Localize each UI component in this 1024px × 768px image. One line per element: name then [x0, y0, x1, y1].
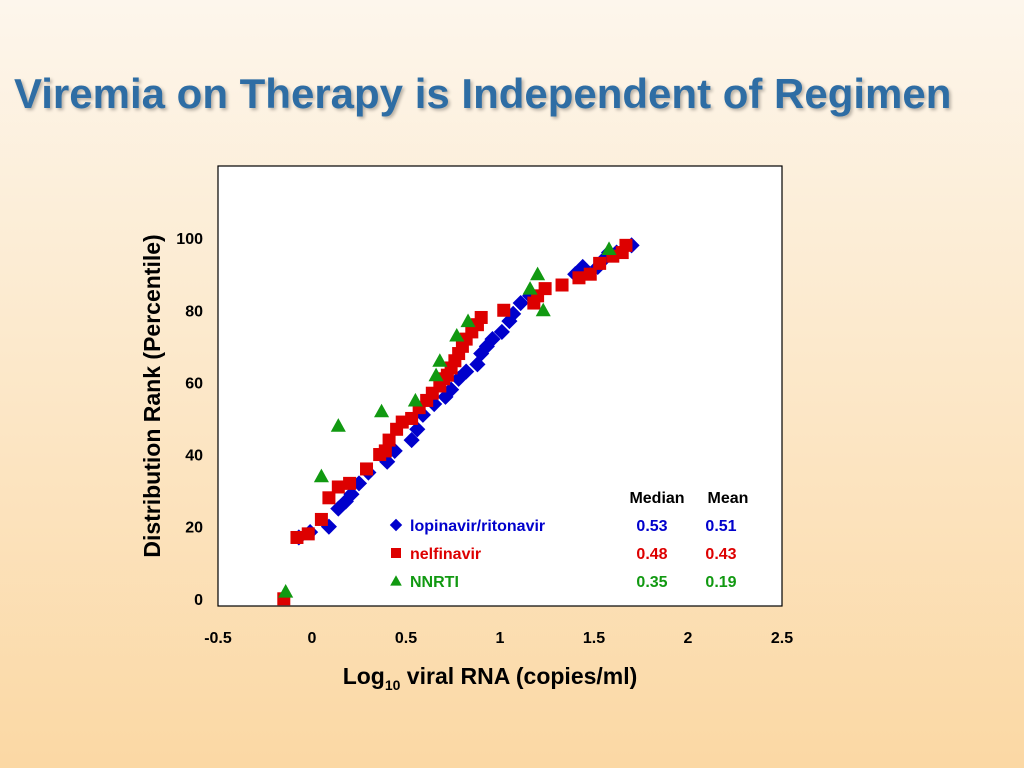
x-axis-title-main: Log: [343, 663, 385, 689]
diamond-data-point: [343, 486, 360, 503]
triangle-data-point: [601, 241, 617, 255]
x-tick-label: -0.5: [204, 630, 232, 647]
triangle-data-point: [428, 367, 444, 382]
y-tick-label: 40: [185, 448, 203, 465]
y-tick-label: 0: [194, 592, 203, 609]
square-data-point: [619, 238, 633, 252]
triangle-data-point: [535, 302, 551, 317]
legend-mean-value: 0.43: [705, 546, 736, 563]
triangle-data-point: [407, 392, 423, 407]
triangle-data-point: [313, 468, 329, 483]
diamond-data-point: [414, 406, 431, 423]
triangle-data-point: [449, 327, 465, 342]
x-axis-title-rest: viral RNA (copies/ml): [400, 663, 637, 689]
triangle-data-point: [460, 313, 476, 328]
data-points: [277, 237, 640, 606]
x-tick-label: 2: [684, 630, 693, 647]
diamond-data-point: [493, 323, 510, 340]
legend-marker-square: [391, 548, 401, 558]
square-data-point: [301, 527, 315, 541]
triangle-data-point: [330, 418, 346, 432]
slide-title: Viremia on Therapy is Independent of Reg…: [14, 70, 952, 117]
legend-median-value: 0.53: [636, 518, 667, 535]
square-data-point: [405, 411, 419, 425]
diamond-data-point: [403, 432, 420, 449]
legend-rows: lopinavir/ritonavir 0.53 0.51 nelfinavir 0.4…: [389, 518, 737, 591]
y-tick-label: 100: [176, 231, 203, 248]
legend-mean-value: 0.19: [705, 574, 736, 591]
square-data-point: [583, 267, 597, 281]
triangle-data-point: [278, 584, 294, 598]
legend-marker-diamond: [389, 518, 403, 532]
square-data-point: [572, 271, 586, 285]
diamond-data-point: [409, 421, 426, 438]
triangle-data-point: [530, 266, 546, 281]
square-data-point: [331, 480, 345, 494]
x-tick-label: 1: [496, 630, 505, 647]
square-data-point: [497, 303, 511, 317]
legend-series-name: lopinavir/ritonavir: [410, 518, 545, 535]
diamond-data-point: [443, 381, 460, 398]
diamond-data-point: [512, 294, 529, 312]
legend-header-mean: Mean: [708, 490, 749, 507]
square-data-point: [378, 444, 392, 458]
y-axis-tick-labels: 0 20 40 60 80 100: [176, 231, 203, 609]
x-axis-tick-labels: -0.5 0 0.5 1 1.5 2 2.5: [204, 630, 793, 647]
x-axis-title-subscript: 10: [385, 677, 401, 693]
diamond-data-point: [320, 518, 337, 535]
triangle-data-point: [522, 281, 538, 295]
series-nnrti: [278, 241, 617, 598]
diamond-data-point: [484, 331, 501, 348]
y-tick-label: 80: [185, 303, 203, 320]
x-axis-title: Log10 viral RNA (copies/ml): [343, 663, 638, 693]
square-data-point: [322, 491, 336, 505]
legend-marker-triangle: [390, 575, 402, 586]
y-axis-title: Distribution Rank (Percentile): [139, 234, 165, 557]
square-data-point: [360, 462, 374, 476]
square-data-point: [555, 278, 569, 292]
square-data-point: [474, 310, 488, 324]
x-tick-label: 1.5: [583, 630, 605, 647]
x-tick-label: 0.5: [395, 630, 417, 647]
series-nelfinavir: [277, 238, 633, 606]
legend-series-name: nelfinavir: [410, 546, 481, 563]
y-tick-label: 20: [185, 520, 203, 537]
square-data-point: [538, 282, 552, 296]
square-data-point: [593, 256, 607, 270]
triangle-data-point: [374, 403, 390, 418]
square-data-point: [314, 512, 328, 526]
legend-median-value: 0.35: [636, 574, 667, 591]
legend-median-value: 0.48: [636, 546, 667, 563]
x-tick-label: 0: [308, 630, 317, 647]
y-tick-label: 60: [185, 375, 203, 392]
square-data-point: [382, 433, 396, 447]
diamond-data-point: [458, 363, 475, 380]
legend: Median Mean lopinavir/ritonavir 0.53 0.51 n…: [389, 490, 749, 591]
legend-series-name: NNRTI: [410, 574, 459, 591]
legend-mean-value: 0.51: [705, 518, 736, 535]
diamond-data-point: [337, 493, 354, 510]
x-tick-label: 2.5: [771, 630, 793, 647]
square-data-point: [343, 476, 357, 490]
legend-header-median: Median: [629, 490, 684, 507]
triangle-data-point: [432, 353, 448, 367]
square-data-point: [290, 530, 304, 544]
